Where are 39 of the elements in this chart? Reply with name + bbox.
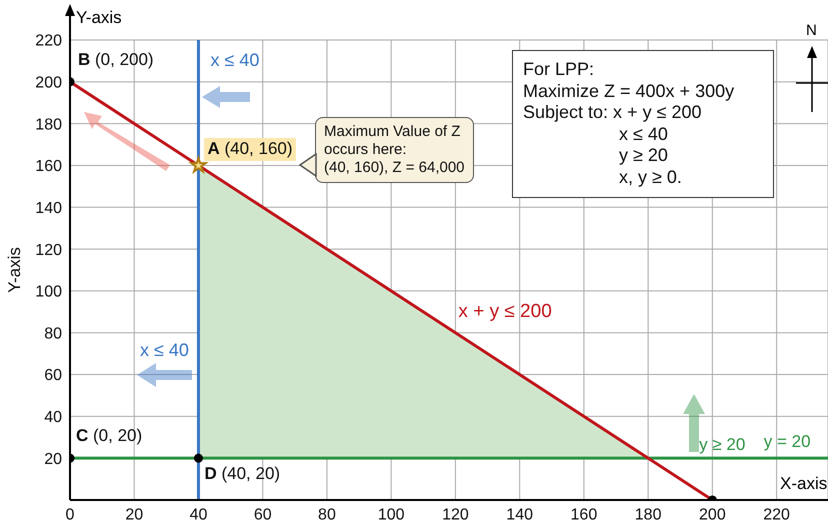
y-tick-label: 140 — [35, 200, 62, 217]
y-tick-label: 60 — [44, 367, 62, 384]
y-tick-label: 80 — [44, 325, 62, 342]
x-tick-label: 20 — [125, 506, 144, 524]
annotation: C (0, 20) — [76, 426, 142, 447]
y-tick-label: 40 — [44, 409, 62, 426]
x-tick-label: 40 — [190, 506, 208, 524]
x-tick-label: 180 — [634, 506, 662, 524]
series-label: x + y ≤ 200 — [458, 300, 552, 324]
annotation: Maximum Value of Z occurs here: (40, 160), Z = 64,000 — [315, 117, 474, 183]
annotation: D (40, 20) — [204, 464, 280, 485]
x-tick-label: 140 — [506, 506, 534, 524]
y-tick-label: 180 — [35, 116, 62, 134]
annotation: x ≤ 40 — [140, 340, 189, 362]
y-tick-label: 160 — [35, 158, 62, 176]
y-tick-label: 220 — [35, 32, 62, 50]
ref-line-label: x ≤ 40 — [210, 50, 260, 70]
x-tick-label: 220 — [763, 506, 790, 524]
x-tick-label: 160 — [570, 506, 598, 524]
y-axis-title: Y-axis — [5, 247, 24, 293]
ref-line-label: y ≥ 20 — [699, 435, 746, 454]
annotation: B (0, 200) — [78, 50, 154, 70]
y-tick-label: 120 — [35, 242, 62, 259]
x-tick-label: 100 — [378, 506, 405, 524]
annotation: For LPP: Maximize Z = 400x + 300y Subject to: x + y ≤ 200 x ≤ 40 y ≥ 20 x, y ≥ 0. — [523, 59, 736, 189]
x-tick-label: 0 — [66, 506, 75, 524]
x-tick-label: 120 — [442, 506, 469, 524]
annotation: A (40, 160) — [204, 138, 296, 161]
x-tick-label: 60 — [254, 506, 272, 524]
y-tick-label: 200 — [35, 74, 62, 92]
y-tick-label: 100 — [35, 284, 62, 301]
point — [190, 156, 207, 173]
text: N — [806, 22, 817, 40]
text: Y-axis — [76, 8, 122, 28]
x-axis-title: X-axis — [780, 474, 828, 494]
y-tick-label: 20 — [44, 450, 62, 468]
x-tick-label: 200 — [699, 506, 726, 524]
x-tick-label: 80 — [318, 506, 336, 524]
annotation: y = 20 — [764, 432, 811, 453]
